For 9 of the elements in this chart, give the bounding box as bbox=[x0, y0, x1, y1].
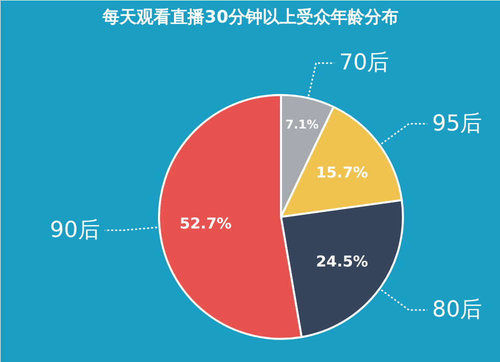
data-label: 7.1% bbox=[285, 118, 319, 132]
slice-label: 95后 bbox=[432, 111, 482, 136]
data-label: 15.7% bbox=[316, 164, 368, 182]
slice-label: 70后 bbox=[339, 50, 390, 76]
data-label: 24.5% bbox=[316, 252, 368, 270]
chart-title: 每天观看直播30分钟以上受众年龄分布 bbox=[102, 8, 398, 28]
data-label: 52.7% bbox=[180, 214, 232, 232]
slice-label: 90后 bbox=[50, 218, 100, 243]
slice-label: 80后 bbox=[432, 298, 482, 323]
